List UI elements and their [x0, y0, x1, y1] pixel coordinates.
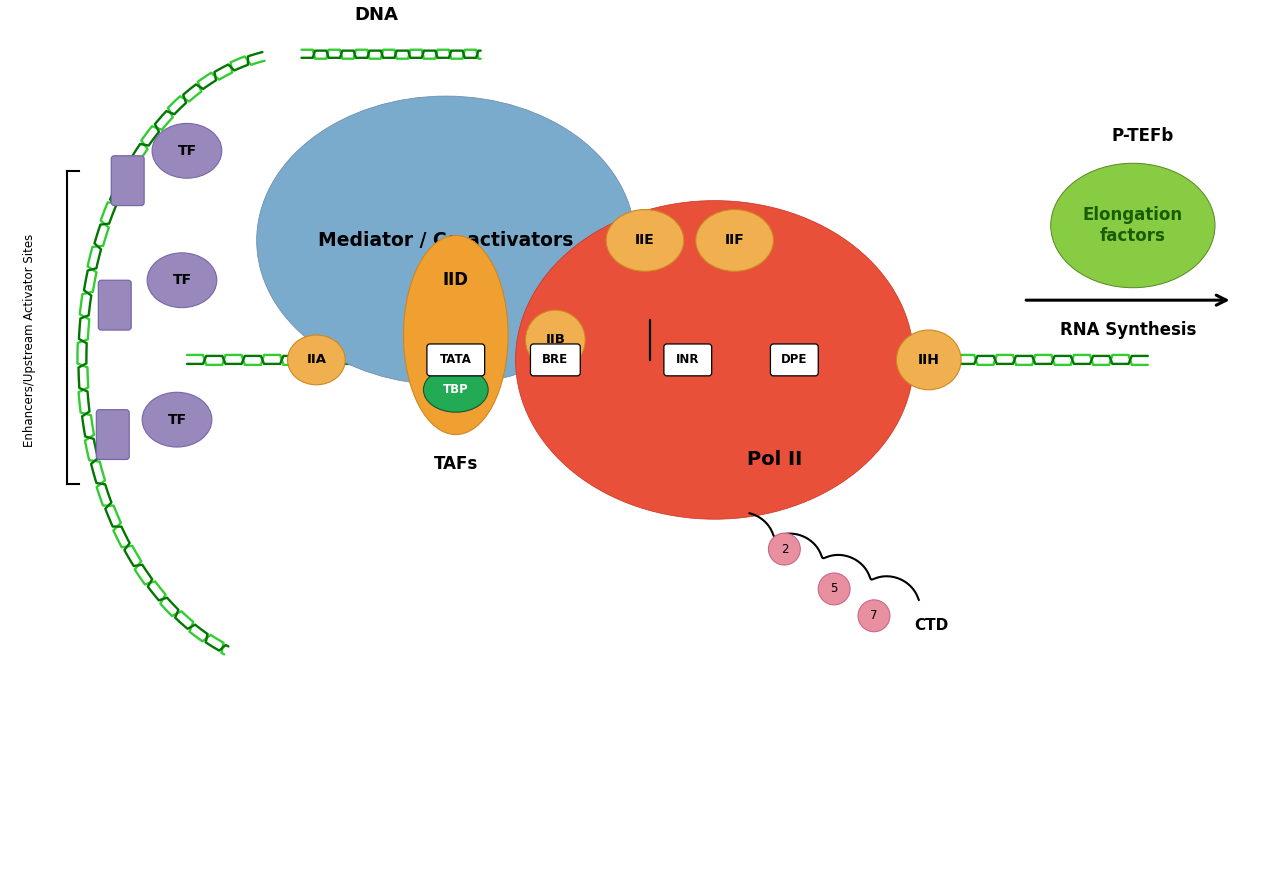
Ellipse shape: [607, 209, 684, 271]
Ellipse shape: [147, 253, 216, 308]
FancyBboxPatch shape: [99, 280, 131, 330]
Text: P-TEFb: P-TEFb: [1112, 127, 1174, 145]
Text: INR: INR: [676, 353, 700, 367]
Text: IIA: IIA: [306, 353, 326, 367]
Text: TF: TF: [173, 274, 192, 287]
Ellipse shape: [142, 392, 212, 447]
Text: IIE: IIE: [635, 233, 655, 248]
Text: TATA: TATA: [440, 353, 472, 367]
FancyBboxPatch shape: [530, 344, 580, 375]
Ellipse shape: [288, 335, 346, 384]
Ellipse shape: [516, 200, 914, 519]
FancyBboxPatch shape: [428, 344, 485, 375]
Text: IIF: IIF: [724, 233, 745, 248]
Text: TF: TF: [168, 413, 187, 426]
Text: Mediator / Co-activators: Mediator / Co-activators: [319, 231, 573, 250]
Text: DNA: DNA: [355, 6, 398, 24]
Ellipse shape: [818, 573, 850, 605]
Text: Enhancers/Upstream Activator Sites: Enhancers/Upstream Activator Sites: [23, 233, 36, 447]
Text: IIB: IIB: [545, 333, 566, 347]
Text: RNA Synthesis: RNA Synthesis: [1060, 321, 1196, 339]
Ellipse shape: [768, 533, 800, 565]
Ellipse shape: [526, 310, 585, 370]
Ellipse shape: [257, 96, 635, 384]
Text: TF: TF: [178, 144, 197, 158]
Text: DPE: DPE: [781, 353, 808, 367]
FancyBboxPatch shape: [111, 156, 145, 206]
Text: IID: IID: [443, 271, 468, 290]
FancyBboxPatch shape: [771, 344, 818, 375]
FancyBboxPatch shape: [664, 344, 712, 375]
Ellipse shape: [152, 123, 221, 178]
Ellipse shape: [858, 600, 890, 632]
Text: CTD: CTD: [914, 619, 948, 633]
Text: IIH: IIH: [918, 353, 940, 367]
FancyBboxPatch shape: [96, 409, 129, 460]
Ellipse shape: [424, 367, 488, 412]
Ellipse shape: [403, 235, 508, 434]
Text: 7: 7: [870, 610, 878, 622]
Text: 2: 2: [781, 543, 788, 555]
Text: TAFs: TAFs: [434, 455, 477, 474]
Ellipse shape: [896, 330, 961, 390]
Ellipse shape: [1051, 164, 1215, 288]
Text: TBP: TBP: [443, 384, 468, 396]
Text: 5: 5: [831, 582, 838, 595]
Text: BRE: BRE: [543, 353, 568, 367]
Ellipse shape: [696, 209, 773, 271]
Text: Pol II: Pol II: [746, 450, 803, 469]
Text: Elongation
factors: Elongation factors: [1083, 207, 1183, 245]
